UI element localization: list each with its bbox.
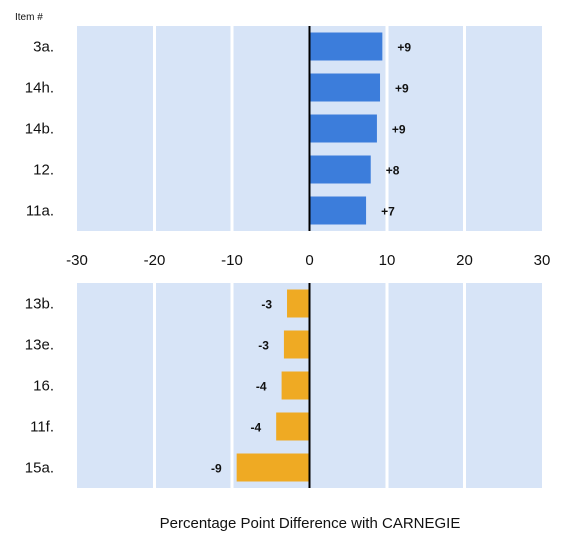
item-number-header: Item # <box>15 12 43 23</box>
x-tick-label: -30 <box>66 252 88 269</box>
category-label: 15a. <box>25 460 54 477</box>
category-label: 11a. <box>26 203 54 220</box>
bar-top-0 <box>309 32 383 61</box>
data-label: -9 <box>211 462 222 476</box>
data-label: +9 <box>395 82 409 96</box>
data-label: +8 <box>386 164 400 178</box>
category-label: 12. <box>33 162 54 179</box>
x-tick-label: 30 <box>534 252 551 269</box>
category-label: 14b. <box>25 121 54 138</box>
category-label: 3a. <box>33 39 54 56</box>
category-label: 13b. <box>25 296 54 313</box>
category-label: 11f. <box>30 419 54 436</box>
x-tick-label: -10 <box>221 252 243 269</box>
x-tick-label: 20 <box>456 252 473 269</box>
bar-top-1 <box>309 73 381 102</box>
x-tick-label: 0 <box>305 252 313 269</box>
data-label: +7 <box>381 205 395 219</box>
x-tick-label: -20 <box>144 252 166 269</box>
panel-bottom: 13b. -3 13e. -3 16. -4 11f. -4 15a. -9 <box>25 283 542 488</box>
data-label: +9 <box>397 41 411 55</box>
bar-top-3 <box>309 155 371 184</box>
panel-top: 3a. +9 14h. +9 14b. +9 12. +8 11a. +7 <box>25 26 542 231</box>
bar-top-4 <box>309 196 367 225</box>
bar-bottom-4 <box>236 453 310 482</box>
bar-top-2 <box>309 114 377 143</box>
x-axis-ticks: -30 -20 -10 0 10 20 30 <box>66 252 550 269</box>
data-label: +9 <box>392 123 406 137</box>
chart-panels: 3a. +9 14h. +9 14b. +9 12. +8 11a. +7 13b. -3 13e. -3… <box>25 26 542 488</box>
bar-bottom-1 <box>283 330 310 359</box>
x-tick-label: 10 <box>379 252 396 269</box>
bar-bottom-3 <box>276 412 310 441</box>
data-label: -3 <box>258 339 269 353</box>
data-label: -4 <box>251 421 262 435</box>
bar-bottom-0 <box>287 289 310 318</box>
data-label: -3 <box>261 298 272 312</box>
category-label: 13e. <box>25 337 54 354</box>
category-label: 14h. <box>25 80 54 97</box>
data-label: -4 <box>256 380 267 394</box>
x-axis-title: Percentage Point Difference with CARNEGI… <box>160 515 461 532</box>
category-label: 16. <box>33 378 54 395</box>
bar-bottom-2 <box>281 371 310 400</box>
